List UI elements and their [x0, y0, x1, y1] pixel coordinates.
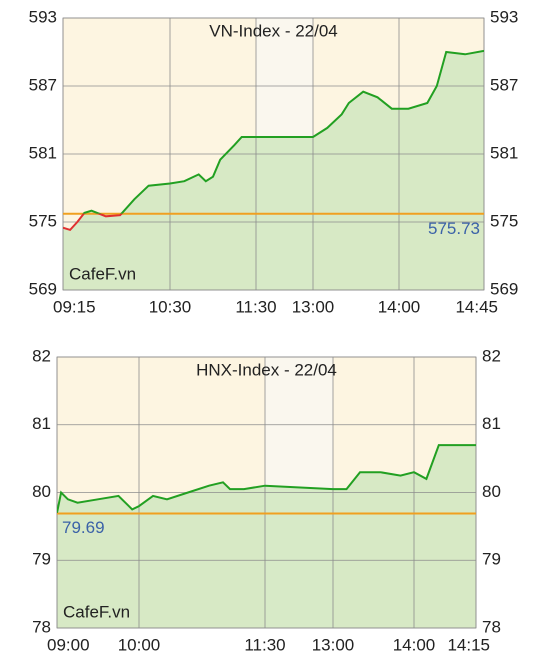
y-tick-label: 575 [29, 211, 57, 230]
y-tick-label-right: 80 [482, 482, 501, 501]
y-tick-label: 587 [29, 75, 57, 94]
index-line [82, 49, 484, 214]
y-tick-label-right: 575 [490, 211, 518, 230]
index-line-below [63, 213, 123, 232]
x-tick-label: 14:00 [393, 635, 436, 654]
y-tick-label-right: 581 [490, 143, 518, 162]
x-tick-label: 09:00 [47, 635, 90, 654]
watermark: CafeF.vn [69, 264, 136, 283]
y-tick-label-right: 569 [490, 279, 518, 298]
y-tick-label-right: 79 [482, 550, 501, 569]
plot-border [56, 356, 477, 629]
reference-label: 575.73 [428, 219, 480, 238]
chart-title: VN-Index - 22/04 [209, 21, 338, 40]
y-tick-label-right: 81 [482, 414, 501, 433]
x-tick-label: 11:30 [235, 297, 276, 316]
y-tick-label: 593 [29, 7, 57, 26]
x-tick-label: 11:30 [244, 635, 285, 654]
y-tick-label: 78 [32, 617, 51, 636]
y-tick-label-right: 593 [490, 7, 518, 26]
x-tick-label: 13:00 [312, 635, 355, 654]
y-tick-label-right: 82 [482, 346, 501, 365]
x-tick-label: 14:45 [455, 297, 498, 316]
chart-title: HNX-Index - 22/04 [196, 360, 337, 379]
y-tick-label-right: 587 [490, 75, 518, 94]
x-tick-label: 14:00 [378, 297, 421, 316]
chart: 78 78 79 79 80 80 81 81 82 82 09:00 10:00 11:30 13:00… [32, 346, 501, 654]
y-tick-label: 79 [32, 550, 51, 569]
watermark: CafeF.vn [63, 602, 130, 621]
plot-border [62, 17, 485, 291]
y-tick-label: 82 [32, 346, 51, 365]
x-tick-label: 09:15 [53, 297, 96, 316]
y-tick-label: 80 [32, 482, 51, 501]
y-tick-label-right: 78 [482, 617, 501, 636]
x-tick-label: 13:00 [292, 297, 335, 316]
chart: 569 569 575 575 581 581 587 587 593 593 09:15 10:30… [29, 7, 519, 316]
index-line [57, 444, 476, 513]
x-tick-label: 14:15 [447, 635, 490, 654]
x-tick-label: 10:30 [149, 297, 192, 316]
reference-label: 79.69 [62, 518, 105, 537]
area [63, 50, 484, 291]
x-tick-label: 10:00 [118, 635, 161, 654]
y-tick-label: 569 [29, 279, 57, 298]
area [57, 445, 476, 628]
y-tick-label: 581 [29, 143, 57, 162]
y-tick-label: 81 [32, 414, 51, 433]
